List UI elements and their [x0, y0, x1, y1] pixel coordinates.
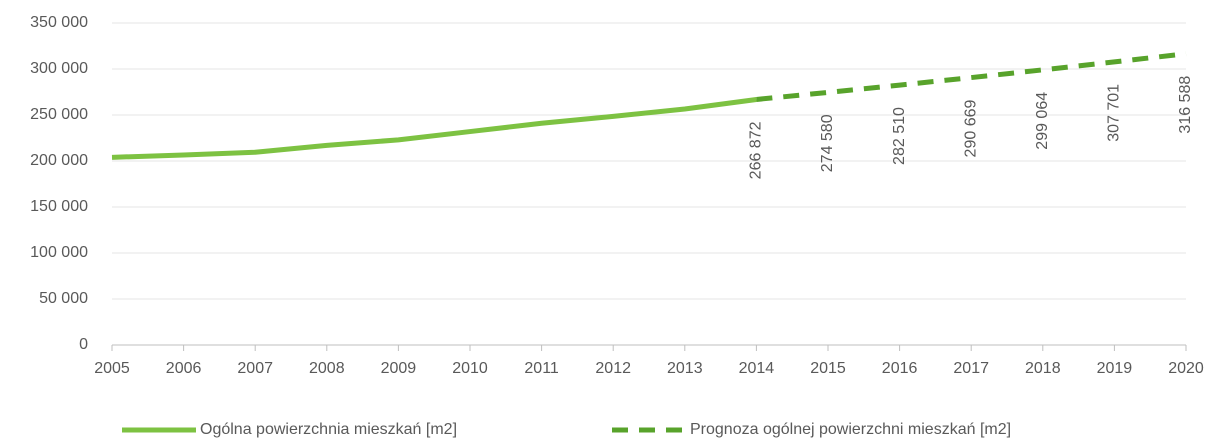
legend-label: Ogólna powierzchnia mieszkań [m2] [200, 421, 457, 438]
x-tick-label: 2017 [953, 360, 989, 377]
x-tick-label: 2016 [882, 360, 918, 377]
y-tick-label: 350 000 [30, 14, 88, 31]
data-label: 299 064 [1034, 92, 1051, 150]
data-label: 316 588 [1177, 76, 1194, 134]
data-label: 274 580 [819, 114, 836, 172]
x-tick-label: 2013 [667, 360, 703, 377]
x-tick-label: 2008 [309, 360, 345, 377]
y-tick-label: 300 000 [30, 60, 88, 77]
x-tick-label: 2010 [452, 360, 488, 377]
x-tick-label: 2005 [94, 360, 130, 377]
x-tick-label: 2006 [166, 360, 202, 377]
x-tick-label: 2007 [237, 360, 273, 377]
y-tick-label: 50 000 [39, 290, 88, 307]
x-tick-label: 2019 [1097, 360, 1133, 377]
x-tick-label: 2015 [810, 360, 846, 377]
data-label: 290 669 [962, 99, 979, 157]
series-line [111, 96, 757, 160]
y-tick-label: 250 000 [30, 106, 88, 123]
x-tick-label: 2020 [1168, 360, 1204, 377]
x-tick-label: 2011 [524, 360, 559, 377]
data-label: 282 510 [891, 107, 908, 165]
series-line [756, 51, 1187, 102]
legend-label: Prognoza ogólnej powierzchni mieszkań [m… [690, 421, 1011, 438]
y-tick-label: 0 [79, 336, 88, 353]
x-tick-label: 2012 [595, 360, 631, 377]
x-tick-label: 2009 [381, 360, 417, 377]
data-label: 307 701 [1106, 84, 1123, 142]
y-tick-label: 200 000 [30, 152, 88, 169]
data-label: 266 872 [748, 121, 765, 179]
x-tick-label: 2014 [739, 360, 775, 377]
y-tick-label: 150 000 [30, 198, 88, 215]
x-tick-label: 2018 [1025, 360, 1061, 377]
y-tick-label: 100 000 [30, 244, 88, 261]
